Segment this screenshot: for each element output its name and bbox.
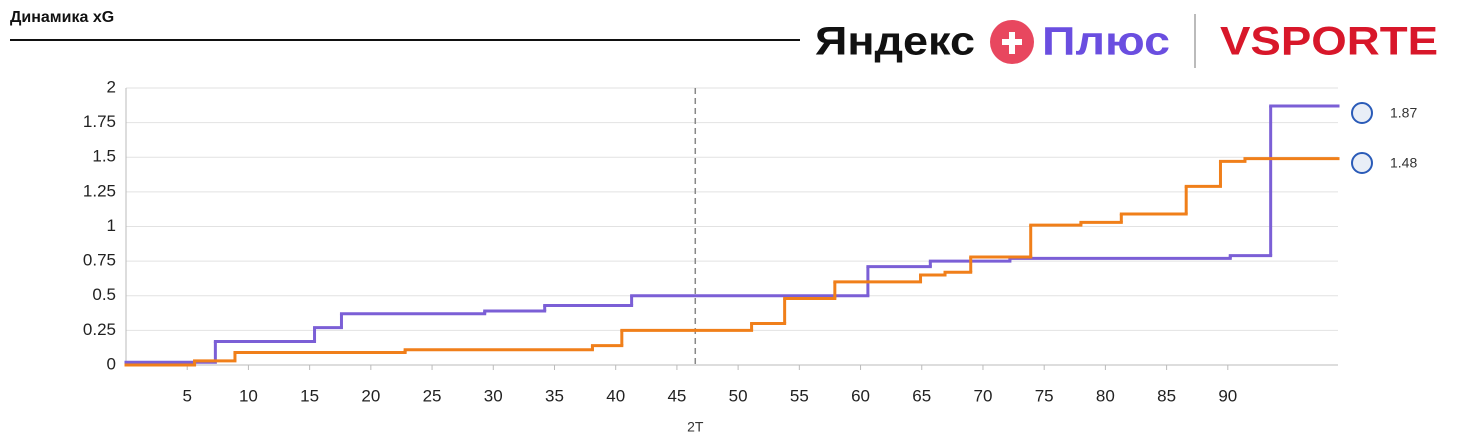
y-tick-label: 0.75 — [83, 251, 116, 270]
x-tick-label: 70 — [974, 386, 993, 405]
x-tick-label: 45 — [667, 386, 686, 405]
brand-vsporte: VSPORTE — [1220, 20, 1438, 64]
x-tick-label: 55 — [790, 386, 809, 405]
y-tick-label: 1 — [107, 216, 116, 235]
x-tick-label: 65 — [912, 386, 931, 405]
x-tick-label: 90 — [1218, 386, 1237, 405]
x-tick-label: 60 — [851, 386, 870, 405]
x-tick-label: 80 — [1096, 386, 1115, 405]
x-tick-label: 15 — [300, 386, 319, 405]
y-tick-label: 0.25 — [83, 320, 116, 339]
half-time-label: 2T — [687, 419, 704, 435]
x-tick-label: 20 — [361, 386, 380, 405]
end-value-label: 1.48 — [1390, 155, 1417, 171]
y-tick-label: 1.5 — [92, 147, 116, 166]
y-tick-label: 2 — [107, 77, 116, 96]
y-tick-label: 0.5 — [92, 285, 116, 304]
chart-title: Динамика xG — [10, 9, 114, 26]
y-tick-label: 1.25 — [83, 181, 116, 200]
team-icon — [1351, 102, 1373, 124]
brand-icon-plus — [1002, 32, 1022, 54]
x-tick-label: 85 — [1157, 386, 1176, 405]
end-value-label: 1.87 — [1390, 105, 1417, 121]
y-tick-label: 1.75 — [83, 112, 116, 131]
team-icon — [1351, 152, 1373, 174]
x-tick-label: 25 — [423, 386, 442, 405]
x-tick-label: 5 — [182, 386, 191, 405]
x-tick-label: 30 — [484, 386, 503, 405]
x-tick-label: 50 — [729, 386, 748, 405]
x-tick-label: 40 — [606, 386, 625, 405]
brand-yandex: Яндекс — [815, 20, 975, 64]
x-tick-label: 75 — [1035, 386, 1054, 405]
brand-plus: Плюс — [1042, 20, 1170, 64]
x-tick-label: 10 — [239, 386, 258, 405]
y-tick-label: 0 — [107, 354, 116, 373]
x-tick-label: 35 — [545, 386, 564, 405]
